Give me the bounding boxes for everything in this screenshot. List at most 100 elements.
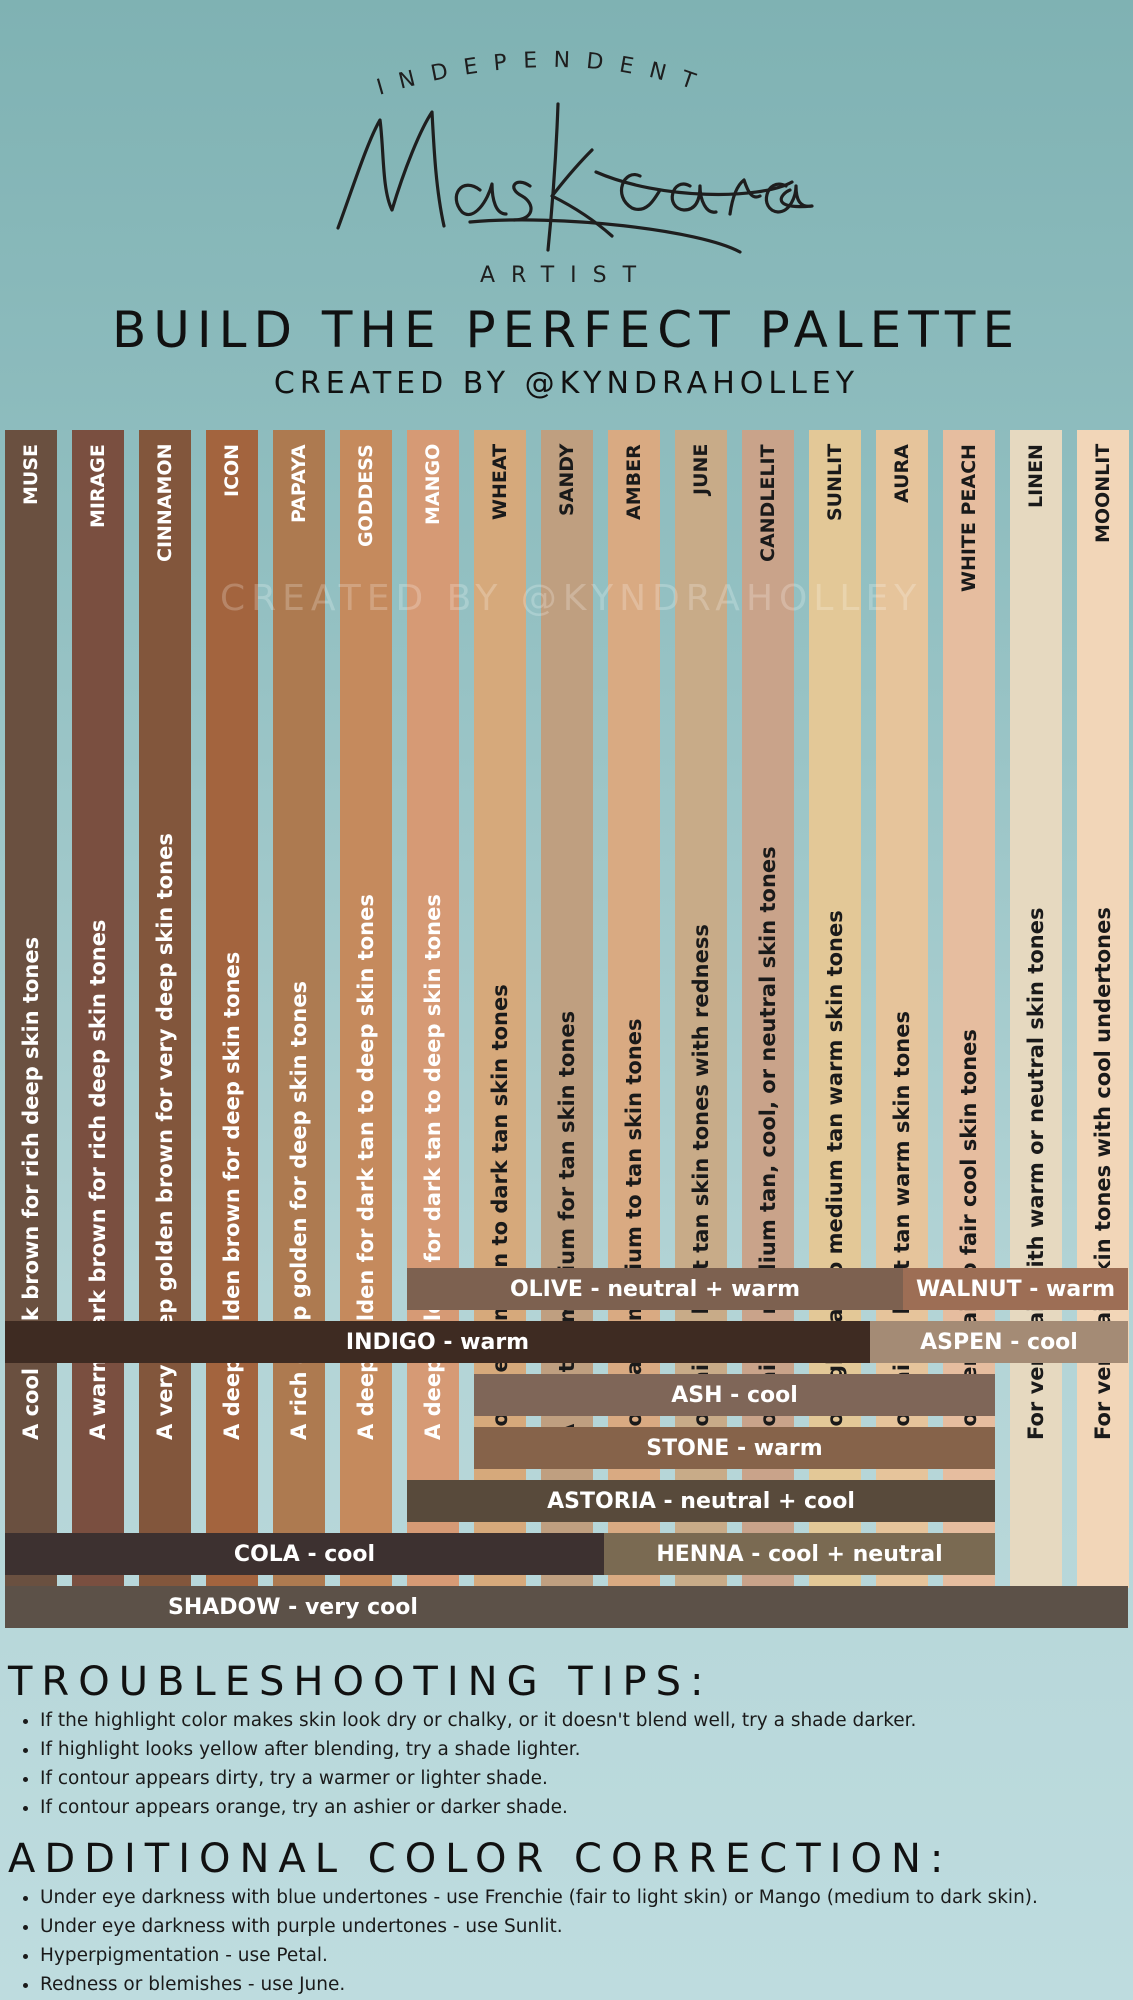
shade-description-text: A cool dark brown for rich deep skin ton… — [19, 936, 43, 1440]
logo-bottom-text: ARTIST — [480, 263, 652, 288]
shade-name-text: LINEN — [1025, 444, 1047, 508]
shade-description-text: A deep golden brown for deep skin tones — [220, 951, 244, 1440]
shade-description-text: A rich deep golden for deep skin tones — [287, 980, 311, 1440]
shade-name: SANDY — [541, 444, 593, 624]
shade-column: CINNAMON A very deep golden brown for ver… — [139, 430, 191, 1588]
shade-name-text: CINNAMON — [154, 444, 176, 563]
shade-name: ICON — [206, 444, 258, 624]
shade-name: AMBER — [608, 444, 660, 624]
shade-name-text: SUNLIT — [824, 444, 846, 522]
shade-name: MUSE — [5, 444, 57, 624]
shade-name-text: AMBER — [623, 444, 645, 520]
shade-description: For warm medium to tan skin tones — [608, 610, 660, 1440]
page-subtitle: CREATED BY @KYNDRAHOLLEY — [273, 366, 860, 401]
shade-description: For light tan to medium tan warm skin to… — [809, 610, 861, 1440]
contour-label: STONE - warm — [646, 1435, 823, 1461]
contour-label: WALNUT - warm — [916, 1276, 1115, 1302]
contour-bar: WALNUT - warm — [903, 1268, 1128, 1310]
shade-description: A deep golden for dark tan to deep skin … — [407, 610, 459, 1440]
contour-bar: INDIGO - warm — [5, 1321, 870, 1363]
contour-bar: OLIVE - neutral + warm — [407, 1268, 903, 1310]
troubleshooting-title: TROUBLESHOOTING TIPS: — [8, 1659, 713, 1705]
shade-description: A cool dark brown for rich deep skin ton… — [5, 610, 57, 1440]
shade-column: MOONLIT For very fair skin tones with coo… — [1077, 430, 1129, 1588]
contour-label: ASTORIA - neutral + cool — [547, 1488, 855, 1514]
shade-name-text: CANDLELIT — [757, 444, 779, 562]
contour-bar: STONE - warm — [474, 1427, 995, 1469]
contour-label: INDIGO - warm — [345, 1329, 530, 1355]
shade-column: LINEN For very fair with warm or neutral … — [1010, 430, 1062, 1588]
tip-item: Under eye darkness with purple undertone… — [40, 1912, 1038, 1941]
shade-name: GODDESS — [340, 444, 392, 624]
shade-name: WHEAT — [474, 444, 526, 624]
shade-name-text: ICON — [221, 444, 243, 498]
logo-top-text: INDEPENDENT — [374, 48, 713, 101]
logo-script-icon — [336, 102, 814, 254]
shade-name-text: MANGO — [422, 444, 444, 526]
shade-name: MOONLIT — [1077, 444, 1129, 624]
tip-item: If the highlight color makes skin look d… — [40, 1706, 916, 1735]
contour-label: OLIVE - neutral + warm — [509, 1276, 801, 1302]
shade-name: CANDLELIT — [742, 444, 794, 624]
shade-column: ICON A deep golden brown for deep skin to… — [206, 430, 258, 1588]
troubleshooting-list: If the highlight color makes skin look d… — [8, 1706, 916, 1822]
color-correction-list: Under eye darkness with blue undertones … — [8, 1883, 1038, 1999]
shade-name-text: AURA — [891, 444, 913, 503]
shade-column: MUSE A cool dark brown for rich deep skin… — [5, 430, 57, 1588]
shade-name: WHITE PEACH — [943, 444, 995, 624]
shade-name: MIRAGE — [72, 444, 124, 624]
color-correction-title: ADDITIONAL COLOR CORRECTION: — [8, 1836, 953, 1882]
contour-bar: ASTORIA - neutral + cool — [407, 1480, 995, 1522]
contour-label: ASH - cool — [671, 1382, 798, 1408]
shade-column: MIRAGE A warm dark brown for rich deep sk… — [72, 430, 124, 1588]
shade-column: GODDESS A deep golden for dark tan to dee… — [340, 430, 392, 1588]
shade-description: A very deep golden brown for very deep s… — [139, 610, 191, 1440]
contour-label: ASPEN - cool — [920, 1329, 1078, 1355]
shade-description: For fair to medium tan, cool, or neutral… — [742, 610, 794, 1440]
shade-description: For fair to light tan warm skin tones — [876, 610, 928, 1440]
shade-name-text: MUSE — [20, 444, 42, 505]
shade-name-text: WHITE PEACH — [958, 444, 980, 592]
shade-description: A rich deep golden for deep skin tones — [273, 610, 325, 1440]
contour-label: SHADOW - very cool — [168, 1594, 418, 1620]
maskcara-logo: INDEPENDENT ARTIST — [336, 48, 814, 288]
tip-item: If contour appears orange, try an ashier… — [40, 1793, 916, 1822]
shade-column: MANGO A deep golden for dark tan to deep … — [407, 430, 459, 1588]
shade-column: PAPAYA A rich deep golden for deep skin t… — [273, 430, 325, 1588]
contour-label: COLA - cool — [233, 1541, 376, 1567]
contour-bar: ASH - cool — [474, 1374, 995, 1416]
shade-name-text: GODDESS — [355, 444, 377, 547]
shade-description: A warm dark brown for rich deep skin ton… — [72, 610, 124, 1440]
shade-name: AURA — [876, 444, 928, 624]
shade-name-text: MOONLIT — [1092, 444, 1114, 544]
shade-name: LINEN — [1010, 444, 1062, 624]
contour-bar: ASPEN - cool — [870, 1321, 1128, 1363]
tip-item: Under eye darkness with blue undertones … — [40, 1883, 1038, 1912]
shade-name: PAPAYA — [273, 444, 325, 624]
contour-bar: HENNA - cool + neutral — [604, 1533, 995, 1575]
shade-description-text: For medium tan to dark tan skin tones — [488, 984, 512, 1440]
contour-label: HENNA - cool + neutral — [656, 1541, 943, 1567]
tip-item: If contour appears dirty, try a warmer o… — [40, 1764, 916, 1793]
shade-description: For fair to light tan skin tones with re… — [675, 610, 727, 1440]
shade-description: A deep golden for dark tan to deep skin … — [340, 610, 392, 1440]
contour-bar: SHADOW - very cool — [5, 1586, 1128, 1628]
shade-name-text: WHEAT — [489, 444, 511, 521]
tip-item: If highlight looks yellow after blending… — [40, 1735, 916, 1764]
shade-description: For medium tan to dark tan skin tones — [474, 610, 526, 1440]
shade-name: SUNLIT — [809, 444, 861, 624]
shade-name-text: SANDY — [556, 444, 578, 517]
shade-description: A neutral medium for tan skin tones — [541, 610, 593, 1440]
shade-name: CINNAMON — [139, 444, 191, 624]
shade-chart: MOONLIT For very fair skin tones with coo… — [0, 430, 1133, 1630]
tip-item: Redness or blemishes - use June. — [40, 1970, 1038, 1999]
shade-description: For very fair skin tones with cool under… — [1077, 610, 1129, 1440]
shade-name: MANGO — [407, 444, 459, 624]
contour-bar: COLA - cool — [5, 1533, 604, 1575]
tip-item: Hyperpigmentation - use Petal. — [40, 1941, 1038, 1970]
shade-description: A deep golden brown for deep skin tones — [206, 610, 258, 1440]
page-title: BUILD THE PERFECT PALETTE — [111, 301, 1022, 359]
shade-name-text: JUNE — [690, 444, 712, 496]
shade-description: For very fair with warm or neutral skin … — [1010, 610, 1062, 1440]
shade-name-text: MIRAGE — [87, 444, 109, 528]
